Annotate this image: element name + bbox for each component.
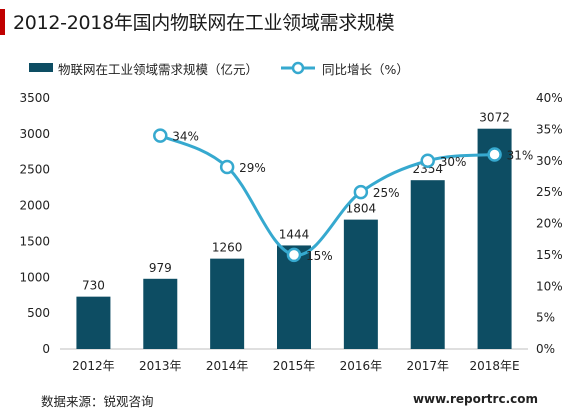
legend: 物联网在工业领域需求规模（亿元） 同比增长（%）	[0, 58, 568, 78]
title-accent-bar	[0, 9, 5, 35]
bar	[477, 128, 512, 349]
x-tick-label: 2016年	[340, 359, 383, 373]
y-right-tick-label: 15%	[536, 248, 563, 262]
bar-value-label: 1804	[346, 202, 377, 216]
growth-point	[487, 147, 502, 162]
bar-value-label: 2354	[412, 162, 443, 176]
legend-line-swatch	[281, 61, 315, 75]
growth-value-label: 25%	[373, 186, 400, 200]
y-right-tick-label: 25%	[536, 185, 563, 199]
growth-point	[353, 184, 369, 200]
chart-title: 2012-2018年国内物联网在工业领域需求规模	[13, 12, 395, 34]
growth-value-label: 34%	[172, 130, 199, 144]
legend-bar-label: 物联网在工业领域需求规模（亿元）	[58, 62, 259, 77]
bar	[210, 258, 245, 349]
y-left-tick-label: 500	[27, 306, 50, 320]
growth-value-label: 29%	[239, 161, 266, 175]
y-left-tick-label: 0	[42, 342, 50, 356]
growth-point	[153, 128, 168, 143]
bar-value-label: 1444	[279, 227, 310, 241]
legend-bar-swatch	[29, 63, 53, 72]
x-tick-label: 2014年	[206, 359, 249, 373]
bar-value-label: 730	[82, 279, 105, 293]
y-left-tick-label: 3000	[19, 127, 50, 141]
y-right-tick-label: 35%	[536, 122, 563, 136]
y-left-tick-label: 3500	[19, 91, 50, 105]
x-tick-label: 2013年	[139, 359, 182, 373]
y-right-tick-label: 40%	[536, 91, 563, 105]
x-tick-label: 2012年	[72, 359, 115, 373]
growth-value-label: 15%	[306, 249, 333, 263]
y-left-tick-label: 2500	[19, 163, 50, 177]
y-right-tick-label: 30%	[536, 154, 563, 168]
growth-point	[219, 159, 235, 175]
website-url: www.reportrc.com	[412, 392, 538, 406]
source-note: 数据来源：锐观咨询	[41, 394, 154, 409]
y-left-tick-label: 1000	[19, 270, 50, 284]
bar	[143, 278, 178, 349]
bar	[343, 219, 378, 349]
bar	[76, 296, 111, 349]
legend-line-label: 同比增长（%）	[322, 62, 409, 77]
y-left-tick-label: 2000	[19, 199, 50, 213]
bar-value-label: 979	[149, 261, 172, 275]
growth-value-label: 30%	[440, 155, 467, 169]
x-tick-label: 2015年	[273, 359, 316, 373]
x-tick-label: 2018年E	[470, 359, 520, 373]
y-right-tick-label: 0%	[536, 342, 555, 356]
bar	[410, 180, 445, 349]
bar-value-label: 3072	[479, 111, 510, 125]
bar	[277, 245, 311, 349]
growth-value-label: 31%	[507, 148, 534, 162]
bar-value-label: 1260	[212, 241, 243, 255]
growth-point	[420, 153, 435, 168]
y-right-tick-label: 5%	[536, 311, 555, 325]
x-tick-label: 2017年	[406, 359, 449, 373]
y-right-tick-label: 10%	[536, 279, 563, 293]
growth-point	[286, 247, 302, 263]
y-left-tick-label: 1500	[19, 234, 50, 248]
y-right-tick-label: 20%	[536, 217, 563, 231]
